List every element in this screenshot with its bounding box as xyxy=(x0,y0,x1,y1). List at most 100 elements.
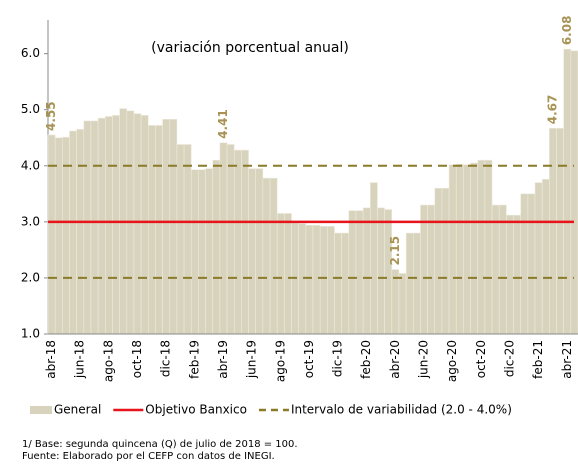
bar xyxy=(391,269,400,335)
x-tick-label: jun-18 xyxy=(73,340,87,379)
x-tick-label: jun-19 xyxy=(245,340,259,379)
bar xyxy=(405,232,414,335)
y-tick-label: 1.0 xyxy=(21,327,40,341)
bar xyxy=(427,204,436,335)
bar xyxy=(248,168,257,335)
x-tick-label: abr-19 xyxy=(216,340,230,379)
bar xyxy=(327,226,335,335)
bar xyxy=(520,193,529,335)
x-tick-label: oct-19 xyxy=(302,340,316,378)
bar xyxy=(54,137,63,335)
bar xyxy=(506,214,514,335)
bar xyxy=(212,159,221,335)
value-label: 4.41 xyxy=(216,109,230,139)
x-tick-label: ago-18 xyxy=(101,340,115,382)
bar xyxy=(420,204,428,335)
bar xyxy=(269,177,278,335)
bar xyxy=(369,182,378,335)
bar xyxy=(556,127,564,335)
bar xyxy=(140,115,149,335)
bar xyxy=(355,210,364,335)
x-tick-label: oct-18 xyxy=(130,340,144,378)
bar xyxy=(69,130,77,335)
bar xyxy=(284,213,292,335)
bar xyxy=(484,159,493,335)
x-tick-label: feb-21 xyxy=(531,340,545,379)
bar xyxy=(398,273,407,335)
bar xyxy=(541,178,550,335)
bar xyxy=(233,149,242,335)
bar xyxy=(176,144,185,335)
bar xyxy=(226,144,235,335)
x-tick-label: dic-18 xyxy=(159,340,173,377)
bar xyxy=(190,169,199,335)
y-tick-label: 5.0 xyxy=(21,102,40,116)
x-tick-label: dic-19 xyxy=(331,340,345,377)
y-tick-label: 6.0 xyxy=(21,46,40,60)
bar xyxy=(498,204,507,335)
bar xyxy=(563,48,572,335)
bar xyxy=(133,113,142,335)
bar xyxy=(534,182,543,335)
legend-label: General xyxy=(54,403,101,417)
bar xyxy=(448,164,457,335)
bar xyxy=(97,117,106,335)
value-label: 4.55 xyxy=(44,101,58,131)
chart-subtitle: (variación porcentual anual) xyxy=(151,40,349,56)
bar xyxy=(241,149,249,335)
bar xyxy=(262,177,271,335)
bar xyxy=(455,163,464,335)
x-tick-label: oct-20 xyxy=(474,340,488,378)
x-tick-label: abr-18 xyxy=(44,340,58,379)
bar xyxy=(441,187,450,335)
bar xyxy=(276,213,285,335)
bar xyxy=(348,210,357,335)
bar xyxy=(549,127,557,335)
bar xyxy=(112,115,120,335)
x-tick-label: ago-19 xyxy=(273,340,287,382)
x-tick-label: ago-20 xyxy=(445,340,459,382)
legend-swatch xyxy=(30,406,52,414)
value-label: 4.67 xyxy=(545,95,559,125)
bar xyxy=(255,168,264,335)
x-tick-label: abr-21 xyxy=(560,340,574,379)
bar xyxy=(470,162,479,335)
y-tick-label: 4.0 xyxy=(21,158,40,172)
bar xyxy=(491,204,500,335)
bar xyxy=(463,164,471,335)
value-label: 2.15 xyxy=(388,236,402,266)
bar xyxy=(205,168,214,335)
bar xyxy=(104,116,113,335)
bar xyxy=(319,226,328,335)
bar xyxy=(183,144,192,335)
bar xyxy=(477,159,486,335)
bar xyxy=(377,207,385,335)
x-tick-label: feb-19 xyxy=(187,340,201,379)
bar xyxy=(305,224,314,335)
bar xyxy=(90,120,99,335)
bar xyxy=(434,187,443,335)
x-tick-label: dic-20 xyxy=(502,340,516,377)
bar xyxy=(162,118,171,335)
bar xyxy=(169,118,178,335)
bar xyxy=(334,232,342,335)
y-tick-label: 3.0 xyxy=(21,214,40,228)
legend-label: Intervalo de variabilidad (2.0 - 4.0%) xyxy=(291,403,512,417)
bar xyxy=(362,207,371,335)
x-tick-label: jun-20 xyxy=(417,340,431,379)
bar xyxy=(341,232,350,335)
bar xyxy=(513,214,522,335)
bar xyxy=(198,169,206,335)
legend-label: Objetivo Banxico xyxy=(145,403,247,417)
y-tick-label: 2.0 xyxy=(21,270,40,284)
bar xyxy=(155,125,163,335)
note: 1/ Base: segunda quincena (Q) de julio d… xyxy=(22,439,298,450)
bar xyxy=(76,129,85,335)
bar xyxy=(147,125,156,335)
bar xyxy=(570,50,578,335)
bar xyxy=(312,224,321,335)
note: Fuente: Elaborado por el CEFP con datos … xyxy=(22,451,275,462)
bar xyxy=(384,209,393,335)
bar xyxy=(219,142,228,335)
